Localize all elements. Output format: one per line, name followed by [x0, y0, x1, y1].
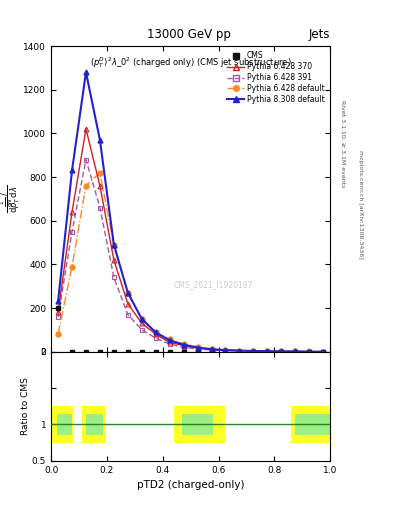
Bar	[57, 414, 72, 435]
Text: Jets: Jets	[309, 28, 330, 41]
Bar	[291, 406, 330, 442]
Text: mcplots.cern.ch [arXiv:1306.3436]: mcplots.cern.ch [arXiv:1306.3436]	[358, 151, 363, 259]
Bar	[182, 414, 213, 435]
Bar	[295, 414, 330, 435]
Text: CMS_2021_I1920187: CMS_2021_I1920187	[173, 280, 253, 289]
Y-axis label: Ratio to CMS: Ratio to CMS	[22, 377, 31, 435]
Y-axis label: $\mathrm{d}^2N$
$\overline{\mathrm{d}p_T\,\mathrm{d}\lambda}$: $\mathrm{d}^2N$ $\overline{\mathrm{d}p_T…	[0, 185, 22, 213]
Bar	[82, 406, 105, 442]
Bar	[174, 406, 226, 442]
Legend: CMS, Pythia 6.428 370, Pythia 6.428 391, Pythia 6.428 default, Pythia 8.308 defa: CMS, Pythia 6.428 370, Pythia 6.428 391,…	[226, 50, 326, 105]
Text: $(p_T^D)^2\lambda\_0^2$ (charged only) (CMS jet substructure): $(p_T^D)^2\lambda\_0^2$ (charged only) (…	[90, 55, 292, 70]
Bar	[51, 406, 73, 442]
Text: Rivet 3.1.10, ≥ 3.1M events: Rivet 3.1.10, ≥ 3.1M events	[340, 100, 345, 187]
Text: $\frac{1}{\mathrm{d}N}$ /: $\frac{1}{\mathrm{d}N}$ /	[0, 190, 15, 207]
X-axis label: pTD2 (charged-only): pTD2 (charged-only)	[137, 480, 244, 490]
Bar	[86, 414, 103, 435]
Text: 13000 GeV pp: 13000 GeV pp	[147, 28, 231, 41]
